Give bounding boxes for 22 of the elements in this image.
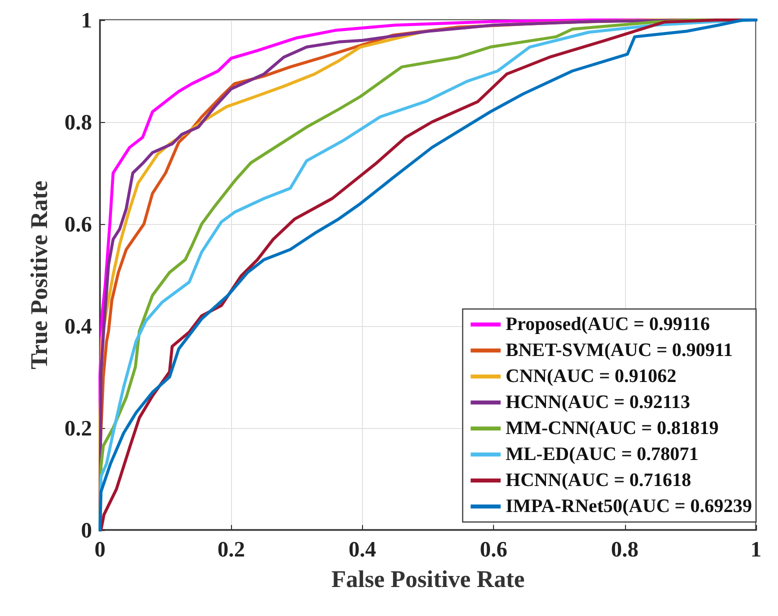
line-series xyxy=(98,18,758,532)
y-tick-label: 0.4 xyxy=(64,314,92,338)
x-tick-label: 0.8 xyxy=(611,536,639,562)
legend-label: MM-CNN(AUC = 0.81819 xyxy=(506,418,719,439)
y-tick-label: 1 xyxy=(81,8,92,32)
x-tick-label: 1 xyxy=(750,536,762,562)
legend-label: HCNN(AUC = 0.92113 xyxy=(506,392,690,413)
legend-label: ML-ED(AUC = 0.78071 xyxy=(506,444,699,465)
legend-label: Proposed(AUC = 0.99116 xyxy=(506,314,710,335)
y-axis-title: True Positive Rate xyxy=(27,180,53,370)
legend-label: CNN(AUC = 0.91062 xyxy=(506,366,676,387)
legend-label: BNET-SVM(AUC = 0.90911 xyxy=(506,340,733,361)
y-tick-label: 0.2 xyxy=(64,416,92,440)
y-tick-label: 0.8 xyxy=(64,110,92,134)
y-tick-label: 0 xyxy=(81,518,92,542)
x-tick-label: 0.2 xyxy=(217,536,245,562)
x-axis-title: False Positive Rate xyxy=(331,567,525,593)
y-tick-label: 0.6 xyxy=(64,212,92,236)
legend-label: HCNN(AUC = 0.71618 xyxy=(506,470,692,491)
legend-label: IMPA-RNet50(AUC = 0.69239 xyxy=(506,496,752,517)
x-tick-label: 0.6 xyxy=(480,536,508,562)
x-tick-label: 0.4 xyxy=(348,536,376,562)
